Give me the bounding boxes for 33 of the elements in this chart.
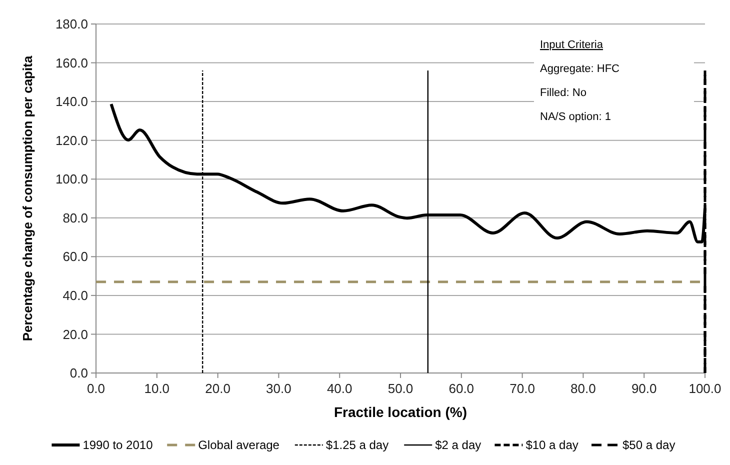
y-tick-label: 60.0: [62, 249, 88, 264]
annotation: Filled: No: [540, 87, 586, 99]
x-tick-label: 40.0: [326, 381, 352, 396]
legend-label: $1.25 a day: [326, 438, 389, 452]
x-tick-label: 80.0: [570, 381, 596, 396]
legend-label: $2 a day: [435, 438, 482, 452]
annotation: Aggregate: HFC: [540, 63, 620, 75]
y-tick-label: 140.0: [55, 94, 88, 110]
x-tick-label: 90.0: [631, 381, 657, 396]
y-tick-label: 180.0: [55, 16, 88, 32]
y-tick-label: 0.0: [70, 366, 88, 381]
x-tick-label: 100.0: [688, 381, 722, 396]
x-tick-label: 30.0: [266, 381, 292, 396]
y-tick-label: 80.0: [62, 210, 88, 226]
y-tick-label: 20.0: [62, 326, 88, 342]
y-tick-label: 100.0: [55, 172, 88, 187]
legend-label: $50 a day: [622, 438, 676, 452]
annotation: Input Criteria: [540, 39, 604, 51]
y-tick-label: 120.0: [55, 132, 88, 148]
legend-label: $10 a day: [526, 438, 578, 452]
x-tick-label: 0.0: [86, 381, 106, 396]
y-tick-label: 160.0: [55, 55, 88, 70]
y-axis-title: Percentage change of consumption per capita: [20, 55, 35, 342]
x-tick-label: 50.0: [388, 381, 414, 396]
x-tick-label: 20.0: [205, 381, 230, 396]
y-tick-label: 40.0: [62, 288, 88, 303]
x-tick-label: 70.0: [510, 381, 535, 396]
legend-label: 1990 to 2010: [82, 438, 154, 452]
annotation: NA/S option: 1: [540, 111, 611, 123]
x-tick-label: 60.0: [448, 381, 474, 396]
x-axis-title: Fractile location (%): [334, 404, 468, 420]
legend-label: Global average: [198, 438, 280, 452]
x-tick-label: 10.0: [144, 381, 170, 396]
